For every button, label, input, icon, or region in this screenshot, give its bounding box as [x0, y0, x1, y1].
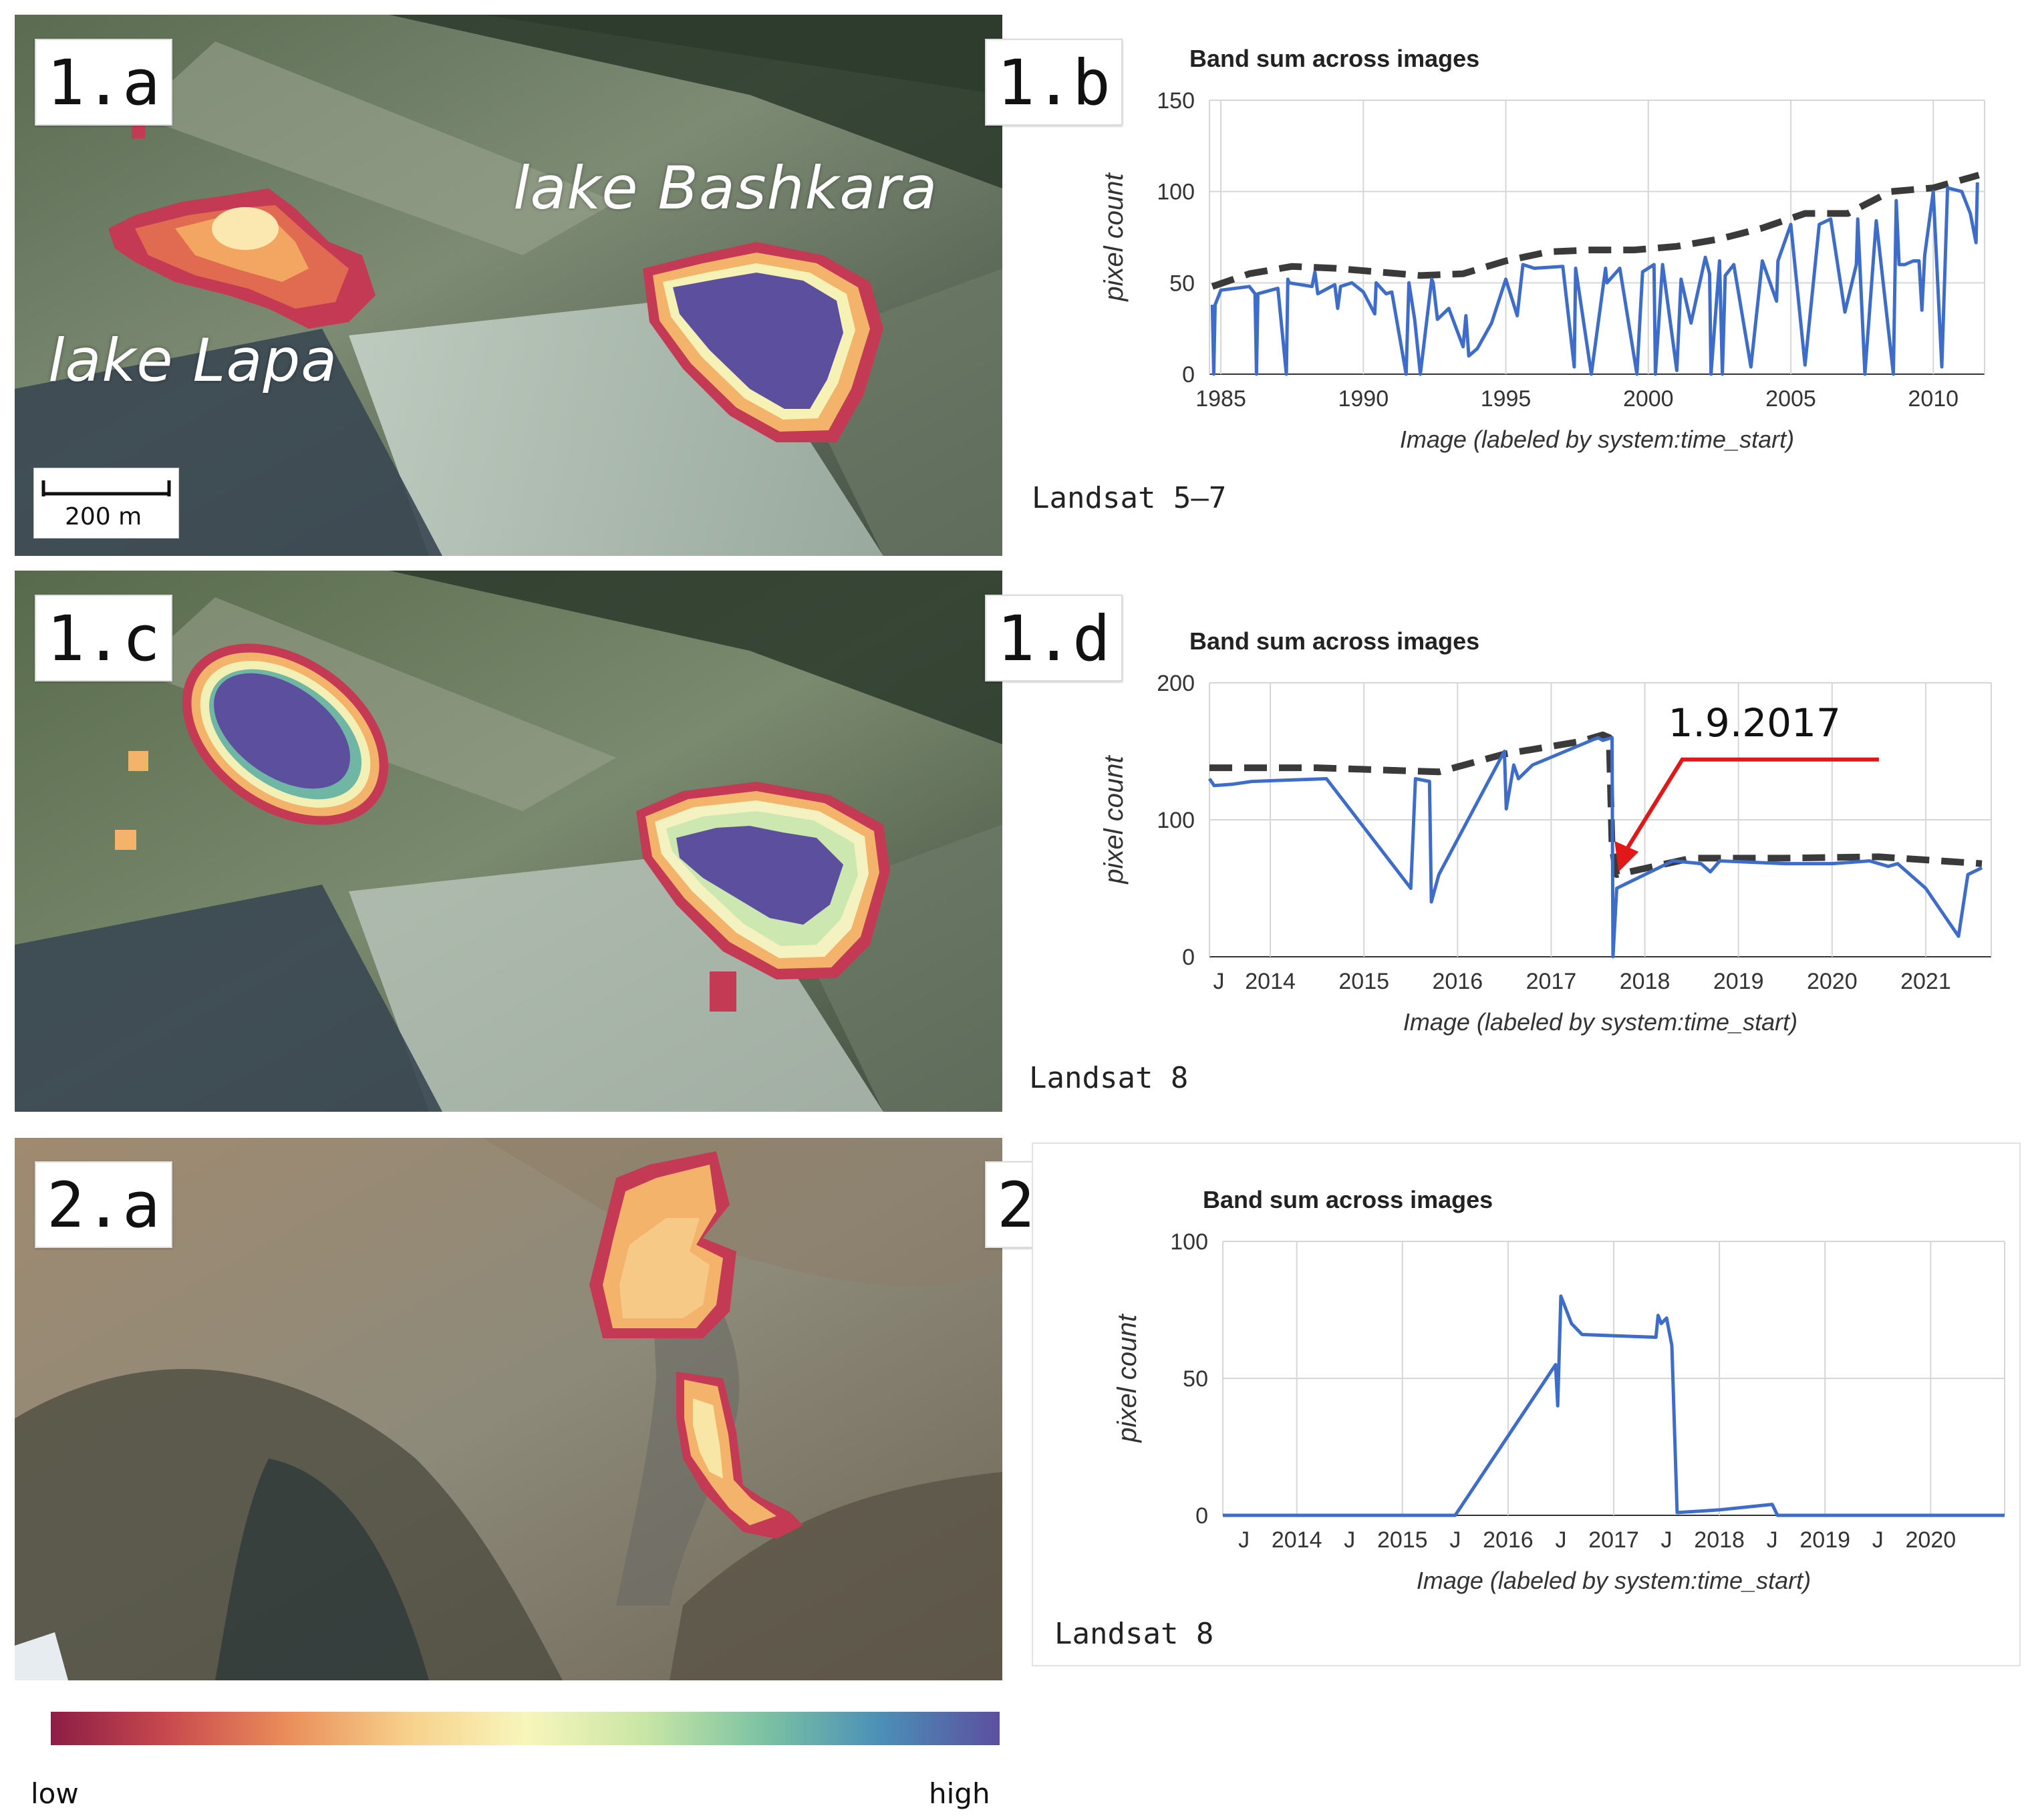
x-tick-label: 1995: [1481, 386, 1532, 412]
colorbar-high-label: high: [929, 1777, 990, 1810]
y-tick-label: 100: [1157, 180, 1195, 205]
envelope-dashed-line: [1211, 172, 1980, 290]
panel-label-1c: 1.c: [35, 595, 172, 681]
lake-bashkara-heatmap: [643, 242, 883, 442]
chart-2b-frame: [1032, 1143, 2021, 1666]
pixel-count-line: [1207, 736, 1983, 959]
map-panel-1a: [15, 15, 1002, 556]
panel-label-1d: 1.d: [985, 595, 1123, 681]
x-axis-label: Image (labeled by system:time_start): [1400, 426, 1794, 453]
chart-1b: 0 50 100 150 1985 1990 1995 2000 2005 2010 Band su…: [1042, 33, 2025, 474]
chart-title: Band sum across images: [1203, 1186, 1493, 1213]
y-tick-label: 100: [1157, 808, 1195, 833]
sensor-label-1d: Landsat 8: [1029, 1061, 1189, 1095]
x-tick-label: 2018: [1694, 1527, 1745, 1553]
x-tick-label: 2020: [1906, 1527, 1957, 1553]
pixel-count-line: [1210, 182, 1979, 376]
x-tick-label: 2015: [1377, 1527, 1428, 1553]
scale-bar-text: 200 m: [65, 503, 142, 530]
y-tick-label: 200: [1157, 671, 1195, 696]
y-tick-label: 100: [1170, 1229, 1208, 1255]
annotation-arrow-line: [1626, 757, 1879, 849]
y-axis-label: pixel count: [1113, 1314, 1142, 1443]
x-tick-label: 1990: [1338, 386, 1389, 412]
lake-bashkara-heatmap-2: [636, 782, 890, 1012]
x-tick-label: 2016: [1432, 969, 1483, 994]
panel-label-1a: 1.a: [35, 39, 172, 126]
y-tick-label: 0: [1182, 362, 1195, 388]
y-axis-label: pixel count: [1099, 172, 1129, 302]
colorbar: low high: [15, 1694, 1002, 1820]
y-tick-label: 0: [1182, 945, 1195, 970]
x-tick-label: 2015: [1338, 969, 1389, 994]
x-tick-label: J: [1767, 1527, 1778, 1553]
x-tick-label: 2000: [1623, 386, 1674, 412]
x-tick-label: 1985: [1195, 386, 1246, 412]
y-tick-label: 50: [1183, 1366, 1208, 1392]
x-tick-label: J: [1661, 1527, 1673, 1553]
x-axis-label: Image (labeled by system:time_start): [1403, 1008, 1797, 1036]
x-tick-label: 2021: [1900, 969, 1951, 994]
x-tick-label: J: [1449, 1527, 1461, 1553]
scale-bar: 200 m: [33, 468, 179, 539]
x-tick-label: 2016: [1483, 1527, 1534, 1553]
chart-title: Band sum across images: [1189, 627, 1479, 655]
sensor-label-1b: Landsat 5–7: [1032, 481, 1227, 515]
x-tick-label: J: [1344, 1527, 1355, 1553]
x-tick-label: 2014: [1245, 969, 1296, 994]
date-annotation: 1.9.2017: [1669, 700, 1841, 746]
panel-label-2a: 2.a: [35, 1161, 172, 1248]
colorbar-low-label: low: [31, 1777, 79, 1810]
lake-bashkara-label: lake Bashkara: [513, 154, 938, 222]
sensor-label-2b: Landsat 8: [1054, 1617, 1214, 1651]
x-tick-label: 2020: [1807, 969, 1858, 994]
panel-label-1b: 1.b: [985, 39, 1123, 126]
x-tick-label: 2010: [1908, 386, 1959, 412]
map-panel-2a: [15, 1138, 1002, 1680]
lake-lapa-heatmap-2: [115, 643, 389, 850]
x-tick-label: 2019: [1799, 1527, 1850, 1553]
x-tick-label: 2005: [1765, 386, 1816, 412]
y-tick-label: 50: [1169, 271, 1195, 296]
annotation-arrowhead: [1614, 841, 1639, 872]
pixel-count-line: [1223, 1294, 2005, 1517]
chart-2b: 0 50 100 J 2014 J 2015 J 2016 J 2017 J 2018 J 2019 J 202…: [1042, 1175, 2011, 1602]
lake-lapa-label: lake Lapa: [48, 326, 338, 395]
y-tick-label: 150: [1157, 88, 1195, 114]
x-tick-label: J: [1238, 1527, 1250, 1553]
x-tick-label: 2018: [1620, 969, 1671, 994]
x-tick-label: 2019: [1713, 969, 1764, 994]
colorbar-gradient: [51, 1712, 1000, 1745]
y-tick-label: 0: [1195, 1503, 1208, 1529]
glacier-heatmap: [589, 1151, 803, 1539]
x-tick-label: J: [1555, 1527, 1566, 1553]
map-panel-1c: [15, 571, 1002, 1112]
x-tick-label: 2017: [1588, 1527, 1639, 1553]
x-tick-label: J: [1213, 969, 1225, 994]
x-tick-label: J: [1872, 1527, 1884, 1553]
chart-1d: 0 100 200 J 2014 2015 2016 2017 2018 2019 2020 2021…: [1042, 613, 2025, 1054]
envelope-dashed-line: [1209, 731, 1983, 878]
x-axis-label: Image (labeled by system:time_start): [1417, 1567, 1811, 1594]
x-tick-label: 2014: [1272, 1527, 1322, 1553]
lake-lapa-heatmap: [108, 188, 376, 329]
x-tick-label: 2017: [1526, 969, 1577, 994]
chart-title: Band sum across images: [1189, 45, 1479, 72]
y-axis-label: pixel count: [1099, 755, 1129, 885]
